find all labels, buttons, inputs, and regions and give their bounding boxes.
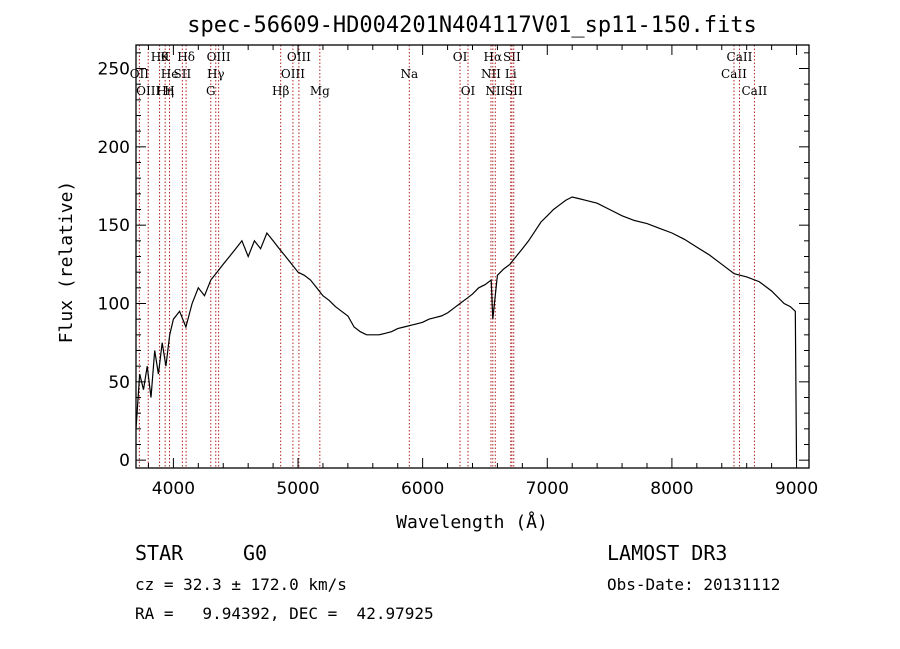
line-label-18-0: Hα bbox=[484, 50, 503, 64]
line-label-20-0: Li bbox=[505, 67, 517, 81]
line-label-22-0: SII bbox=[505, 84, 523, 98]
line-label-4-0: He bbox=[161, 67, 179, 81]
y-tick-label-200: 200 bbox=[98, 138, 130, 158]
x-tick-label-7000: 7000 bbox=[526, 479, 569, 499]
chart-title: spec-56609-HD004201N404117V01_sp11-150.f… bbox=[187, 13, 757, 38]
line-label-4-1: H bbox=[164, 84, 174, 98]
emission-lines: OIIOIIIHθKHηHeHSIIHδGHγOIIIHβOIIIOIIIMgN… bbox=[130, 45, 768, 468]
y-tick-label-150: 150 bbox=[98, 216, 130, 236]
line-label-24-0: CaII bbox=[727, 50, 753, 64]
line-label-11-0: OIII bbox=[281, 67, 305, 81]
line-label-5-0: SII bbox=[174, 67, 192, 81]
x-tick-label-8000: 8000 bbox=[650, 479, 693, 499]
y-tick-label-100: 100 bbox=[98, 295, 130, 315]
line-label-0-0: OII bbox=[130, 67, 150, 81]
line-label-14-0: Na bbox=[400, 67, 418, 81]
y-tick-label-50: 50 bbox=[108, 373, 130, 393]
y-tick-label-250: 250 bbox=[98, 60, 130, 80]
line-label-25-0: CaII bbox=[741, 84, 767, 98]
line-label-16-0: OI bbox=[461, 84, 476, 98]
axis-ticks: 4000 5000 6000 7000 8000 9000 0 50 100 150 200 250 bbox=[98, 45, 818, 499]
line-label-3-0: K bbox=[161, 50, 171, 64]
survey-name: LAMOST DR3 bbox=[607, 541, 728, 565]
line-label-17-0: NII bbox=[481, 67, 501, 81]
line-label-21-0: SII bbox=[503, 50, 521, 64]
line-label-12-0: OIII bbox=[287, 50, 311, 64]
x-tick-label-6000: 6000 bbox=[401, 479, 444, 499]
obs-date: Obs-Date: 20131112 bbox=[607, 575, 781, 594]
y-tick-label-0: 0 bbox=[119, 451, 130, 471]
x-tick-label-9000: 9000 bbox=[775, 479, 818, 499]
line-label-6-0: Hδ bbox=[177, 50, 195, 64]
y-axis-label: Flux (relative) bbox=[56, 181, 77, 344]
line-label-1-0: OIII bbox=[136, 84, 160, 98]
line-label-13-0: Mg bbox=[310, 84, 330, 98]
line-label-10-0: Hβ bbox=[272, 84, 289, 98]
plot-frame bbox=[135, 44, 810, 469]
line-label-23-0: CaII bbox=[721, 67, 747, 81]
x-axis-label: Wavelength (Å) bbox=[396, 511, 548, 533]
x-tick-label-4000: 4000 bbox=[152, 479, 195, 499]
line-label-7-0: G bbox=[206, 84, 216, 98]
line-label-15-0: OI bbox=[453, 50, 468, 64]
line-label-2-0: Hθ bbox=[151, 50, 169, 64]
line-label-19-0: NII bbox=[485, 84, 505, 98]
line-label-8-0: Hγ bbox=[207, 67, 225, 81]
spectrum-series-line bbox=[135, 196, 798, 461]
spectral-subclass: G0 bbox=[243, 541, 268, 565]
object-class: STAR bbox=[135, 541, 184, 565]
x-tick-label-5000: 5000 bbox=[276, 479, 319, 499]
redshift-cz: cz = 32.3 ± 172.0 km/s bbox=[135, 575, 347, 594]
line-label-9-0: OIII bbox=[207, 50, 231, 64]
coordinates: RA = 9.94392, DEC = 42.97925 bbox=[135, 604, 434, 623]
